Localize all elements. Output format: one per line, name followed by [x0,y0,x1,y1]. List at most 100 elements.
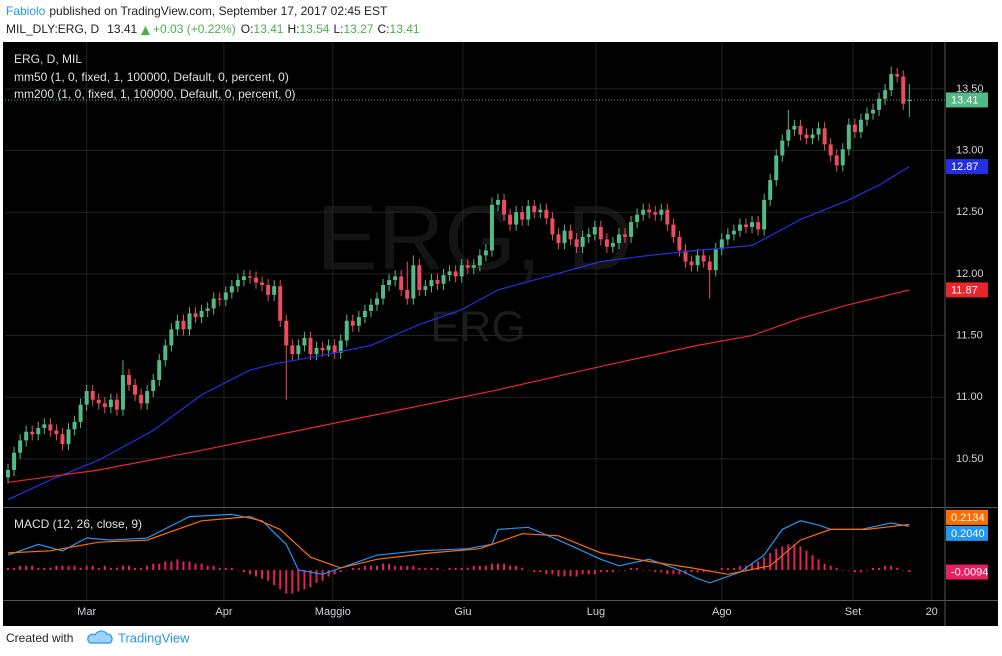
candle-body [713,249,718,271]
candle-body [471,265,476,268]
price: 13.41 [107,22,137,36]
ohlc-value: 13.27 [343,22,373,36]
candle-body [332,345,337,353]
histogram-bar [575,570,578,577]
candle-body [623,234,628,237]
moving-average [7,289,910,483]
candle-body [689,261,694,266]
x-tick-label: Ago [712,606,732,618]
histogram-bar [884,565,887,571]
histogram-bar [267,570,270,581]
candle-body [127,375,132,385]
histogram-bar [376,565,379,571]
histogram-bar [630,567,633,571]
candle-body [477,255,482,266]
histogram-bar [648,570,651,571]
histogram-bar [285,570,288,594]
y-tick-label: 13.50 [956,83,984,95]
histogram-bar [19,565,22,571]
histogram-bar [472,565,475,571]
candle-body [840,149,845,166]
price-badge [946,564,988,580]
brand-logo[interactable] [87,630,113,644]
candle-body [187,313,192,330]
candle-body [84,391,89,405]
histogram-bar [726,567,729,571]
price-badge [946,159,988,175]
histogram-bar [521,567,524,571]
histogram-bar [255,570,258,577]
histogram-bar [13,567,16,571]
candle-body [737,224,742,231]
histogram-bar [134,567,137,571]
histogram-bar [321,570,324,581]
histogram-bar [672,570,675,575]
histogram-bar [569,570,572,577]
candle-body [175,320,180,330]
histogram-bar [309,570,312,588]
candle-body [907,99,912,101]
candle-body [834,155,839,166]
histogram-bar [91,565,94,571]
ohlc-label: C: [378,22,390,36]
candle-body [780,140,785,156]
candle-body [871,109,876,114]
candle-body [647,209,652,213]
histogram-bar [678,570,681,575]
histogram-bar [291,570,294,594]
histogram-bar [654,570,657,573]
author[interactable]: Fabiolo [6,4,46,18]
histogram-bar [394,565,397,571]
y-tick-label: 13.00 [956,144,984,156]
histogram-bar [738,565,741,571]
price-badge-label: 12.87 [951,161,979,173]
histogram-bar [490,563,493,571]
histogram-bar [25,565,28,571]
histogram-bar [666,570,669,575]
histogram-bar [859,570,862,573]
histogram-bar [872,567,875,571]
brand[interactable]: TradingView [118,630,190,645]
candle-body [610,243,615,247]
candle-body [792,125,797,130]
histogram-bar [763,557,766,571]
candle-body [883,90,888,99]
histogram-bar [557,570,560,577]
candle-body [852,124,857,133]
candle-body [568,230,573,240]
histogram-bar [708,570,711,571]
x-tick-label: Apr [215,606,232,618]
histogram-bar [97,567,100,571]
candle-body [260,282,265,285]
histogram-bar [684,570,687,575]
histogram-bar [757,561,760,571]
candle-body [302,338,307,346]
candle-body [616,234,621,244]
x-tick-label: 20 [926,606,938,618]
candle-body [350,320,355,326]
histogram-bar [261,570,264,579]
marks [5,66,945,594]
histogram-bar [224,567,227,571]
macd-line [7,513,910,584]
candle-body [6,469,11,478]
candle-body [489,204,494,251]
histogram-bar [781,546,784,571]
histogram-bar [7,567,10,571]
histogram-bar [406,565,409,571]
candle-body [30,431,35,435]
ohlc-value: 13.54 [299,22,329,36]
histogram-bar [109,567,112,571]
ohlc-label: O: [241,22,254,36]
histogram-bar [128,565,131,571]
candle-body [901,76,906,104]
histogram-bar [242,570,245,573]
candle-body [133,384,138,395]
candle-body [629,222,634,237]
candle-body [828,144,833,156]
candle-body [556,234,561,244]
histogram-bar [454,567,457,571]
histogram-bar [103,565,106,571]
histogram-bar [484,565,487,571]
